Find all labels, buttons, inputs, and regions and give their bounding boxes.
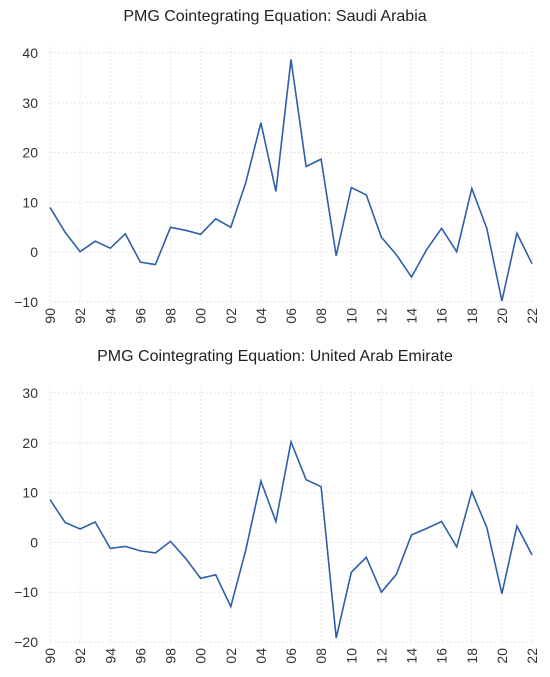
y-tick-label: 0 — [30, 534, 38, 550]
x-tick-label: 90 — [42, 308, 58, 324]
x-tick-label: 16 — [434, 648, 450, 664]
x-tick-label: 10 — [343, 648, 359, 664]
y-tick-label: 20 — [22, 145, 38, 161]
y-tick-label: 40 — [22, 45, 38, 61]
x-tick-label: 98 — [163, 648, 179, 664]
y-tick-label: 30 — [22, 95, 38, 111]
x-tick-label: 02 — [223, 308, 239, 324]
grid — [49, 47, 533, 303]
x-tick-label: 20 — [494, 308, 510, 324]
x-tick-label: 04 — [253, 308, 269, 324]
x-tick-label: 04 — [253, 648, 269, 664]
x-tick-label: 22 — [524, 648, 540, 664]
x-tick-label: 18 — [464, 308, 480, 324]
chart-panel-uae: PMG Cointegrating Equation: United Arab … — [0, 340, 550, 677]
x-tick-label: 12 — [373, 648, 389, 664]
chart-title: PMG Cointegrating Equation: United Arab … — [97, 348, 453, 365]
x-tick-label: 06 — [283, 308, 299, 324]
x-tick-label: 16 — [434, 308, 450, 324]
series-line — [49, 59, 533, 302]
line-chart-saudi-arabia: −10 0 10 20 30 40 90 92 94 96 98 00 02 04 06 08 10 12 14 16… — [14, 45, 540, 324]
x-tick-label: 08 — [313, 308, 329, 324]
y-tick-label: −10 — [14, 584, 38, 600]
x-tick-label: 10 — [343, 308, 359, 324]
series-line — [49, 438, 533, 639]
x-tick-label: 14 — [404, 648, 420, 664]
x-tick-label: 06 — [283, 648, 299, 664]
grid — [49, 387, 533, 643]
x-tick-label: 90 — [42, 648, 58, 664]
x-tick-label: 12 — [373, 308, 389, 324]
x-tick-label: 96 — [132, 648, 148, 664]
x-tick-label: 92 — [72, 648, 88, 664]
x-tick-label: 92 — [72, 308, 88, 324]
x-tick-label: 94 — [102, 308, 118, 324]
x-tick-label: 98 — [163, 308, 179, 324]
x-tick-label: 00 — [193, 648, 209, 664]
x-tick-label: 22 — [524, 308, 540, 324]
x-tick-label: 02 — [223, 648, 239, 664]
x-tick-label: 96 — [132, 308, 148, 324]
x-tick-label: 08 — [313, 648, 329, 664]
y-tick-label: −20 — [14, 634, 38, 650]
y-tick-label: −10 — [14, 294, 38, 310]
x-tick-label: 00 — [193, 308, 209, 324]
y-tick-label: 20 — [22, 435, 38, 451]
y-tick-label: 30 — [22, 385, 38, 401]
x-tick-label: 20 — [494, 648, 510, 664]
x-tick-label: 18 — [464, 648, 480, 664]
x-tick-label: 14 — [404, 308, 420, 324]
y-tick-label: 10 — [22, 485, 38, 501]
x-tick-label: 94 — [102, 648, 118, 664]
y-tick-label: 0 — [30, 244, 38, 260]
y-tick-label: 10 — [22, 194, 38, 210]
chart-panel-saudi-arabia: PMG Cointegrating Equation: Saudi Arabia… — [14, 8, 540, 324]
line-chart-uae: −20 −10 0 10 20 30 90 92 94 96 98 00 02 04 06 08 10 12 14 1… — [14, 385, 540, 664]
chart-title: PMG Cointegrating Equation: Saudi Arabia — [123, 8, 427, 25]
